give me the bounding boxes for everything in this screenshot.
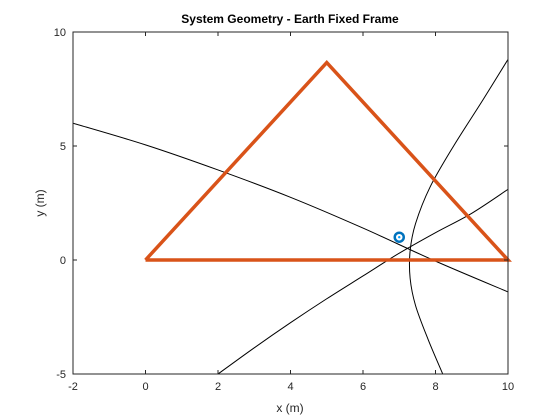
y-axis-label: y (m)	[33, 189, 47, 216]
series-layer	[73, 59, 508, 374]
x-tick-label: 4	[287, 381, 293, 393]
series-clip-group	[73, 59, 508, 374]
range-curve-1	[73, 123, 508, 292]
chart-title: System Geometry - Earth Fixed Frame	[181, 12, 399, 26]
x-axis-ticks: -2 0 2 4 6 8 10	[68, 32, 514, 393]
y-tick-label: 10	[54, 27, 66, 39]
y-tick-label: 0	[60, 255, 66, 267]
target-marker-center	[398, 236, 400, 238]
x-tick-label: 10	[502, 381, 514, 393]
x-tick-label: -2	[68, 381, 78, 393]
x-tick-label: 8	[432, 381, 438, 393]
y-tick-label: 5	[60, 141, 66, 153]
x-axis-label: x (m)	[276, 401, 303, 415]
plot-area: -2 0 2 4 6 8 10 -5 0 5 10	[54, 27, 514, 393]
range-curve-3	[409, 59, 508, 374]
x-tick-label: 6	[360, 381, 366, 393]
x-tick-label: 0	[142, 381, 148, 393]
range-curve-2	[218, 189, 508, 374]
x-tick-label: 2	[215, 381, 221, 393]
sensor-triangle	[146, 63, 509, 260]
y-axis-ticks: -5 0 5 10	[54, 27, 508, 381]
y-tick-label: -5	[56, 369, 66, 381]
